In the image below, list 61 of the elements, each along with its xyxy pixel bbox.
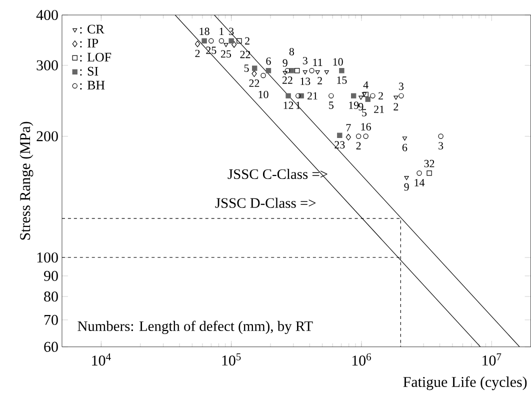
annotation: 5 — [244, 64, 249, 72]
legend-label: : SI — [80, 66, 98, 76]
y-axis-title: Stress Range (MPa) — [20, 122, 34, 240]
x-tick-label: 10$^{5}$ — [222, 353, 241, 366]
y-tick-label: 200 — [36, 131, 58, 142]
annotation: 22 — [240, 50, 250, 58]
annotation: 21 — [308, 92, 318, 100]
annotation: 18 — [200, 28, 210, 36]
y-tick-label: 90 — [44, 270, 58, 282]
annotation: 5 — [329, 102, 334, 110]
annotation: 2 — [378, 92, 383, 100]
annotation: 9 — [282, 59, 288, 67]
annotation: Numbers: Length of defect (mm), by RT — [78, 320, 313, 334]
annotation: 13 — [300, 78, 310, 86]
y-tick-label: 80 — [44, 292, 58, 302]
annotation: 3 — [399, 82, 404, 90]
annotation: 22 — [249, 80, 260, 87]
legend-label: : LOF — [80, 52, 112, 62]
annotation: 9 — [404, 183, 409, 191]
annotation: 10 — [258, 90, 268, 98]
annotation: 2 — [245, 37, 250, 45]
annotation: 21 — [374, 106, 384, 114]
annotation: JSSC D-Class => — [215, 198, 316, 208]
annotation: 12 — [284, 102, 294, 110]
annotation: 2 — [394, 103, 398, 110]
x-axis-title: Fatigue Life (cycles) — [403, 376, 527, 390]
annotation: 11 — [313, 58, 322, 66]
y-tick-label: 60 — [44, 342, 58, 352]
annotation: 3 — [438, 142, 444, 150]
legend-label: : CR — [80, 24, 104, 34]
annotation: 3 — [302, 57, 308, 64]
y-tick-label: 70 — [44, 314, 58, 326]
annotation: 32 — [424, 160, 434, 168]
annotation: 16 — [361, 123, 371, 131]
x-tick-label: 10$^{6}$ — [352, 353, 371, 366]
annotation: 19 — [349, 102, 359, 110]
annotation: 10 — [333, 58, 343, 66]
annotation: 8 — [289, 48, 294, 56]
annotation: 25 — [220, 50, 232, 58]
annotation: 5 — [362, 109, 367, 116]
annotation: 4 — [363, 81, 368, 89]
annotation: 6 — [266, 58, 271, 65]
annotation: 1 — [220, 28, 224, 36]
legend-label: : IP — [80, 38, 98, 48]
legend-label: : BH — [80, 80, 105, 90]
x-tick-label: 10$^{4}$ — [92, 353, 111, 366]
y-tick-label: 300 — [36, 60, 58, 70]
annotation: 2 — [318, 77, 322, 84]
annotation: 23 — [334, 141, 345, 149]
annotation: 7 — [346, 124, 351, 132]
annotation: 22 — [282, 76, 292, 84]
annotation: 2 — [195, 50, 200, 58]
annotation: 15 — [337, 76, 347, 84]
y-tick-label: 100 — [37, 252, 58, 263]
annotation: 6 — [402, 144, 408, 152]
annotation: 2 — [356, 142, 361, 150]
y-tick-label: 400 — [36, 10, 58, 20]
annotation: 9 — [358, 103, 364, 110]
annotation: 3 — [229, 28, 234, 36]
annotation: 14 — [414, 179, 425, 186]
x-tick-label: 10$^{7}$ — [482, 353, 502, 366]
